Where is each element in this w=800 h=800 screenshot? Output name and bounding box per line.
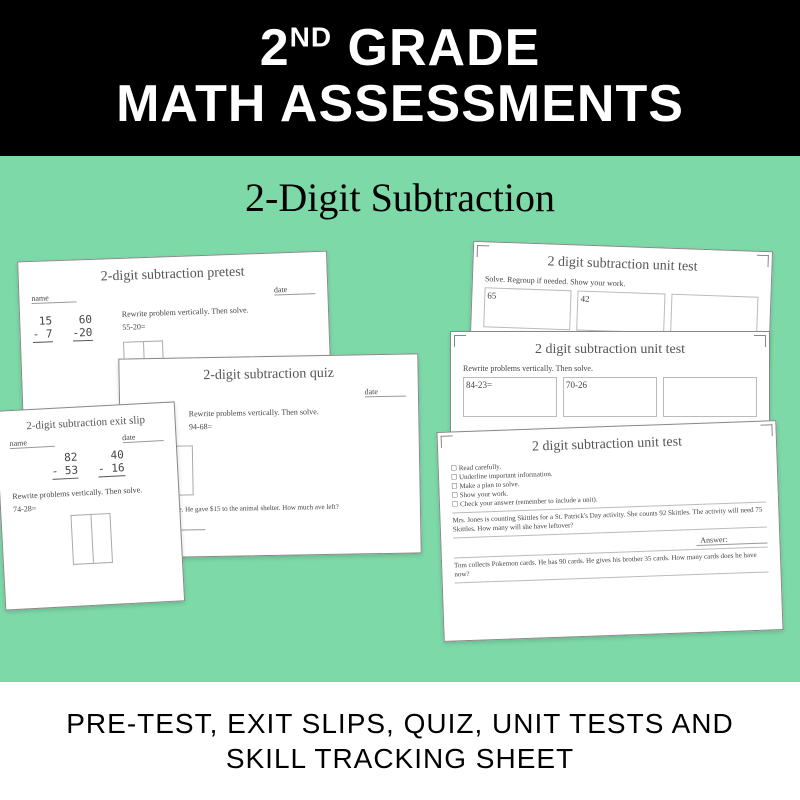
instruction-text: Rewrite problems vertically. Then solve. (189, 407, 319, 418)
date-label: date (274, 284, 316, 295)
header-banner: 2ND GRADE MATH ASSESSMENTS (0, 0, 800, 156)
instruction-text: Rewrite problems vertically. Then solve. (463, 364, 757, 373)
inline-problem: 55-20= (122, 318, 249, 331)
sheet-meta: name date (9, 431, 163, 448)
grade-ordinal: ND (290, 22, 332, 53)
date-label: date (364, 387, 405, 398)
worksheet-collage: 2-digit subtraction pretest name date 15… (0, 236, 800, 682)
footer-line-2: SKILL TRACKING SHEET (20, 741, 780, 776)
sheet-exit-slip: 2-digit subtraction exit slip name date … (0, 401, 185, 610)
grade-word: GRADE (332, 19, 540, 77)
sheet-meta: date (132, 387, 406, 401)
checklist: Read carefully. Underline important info… (451, 454, 766, 509)
sheet-title: 2-digit subtraction quiz (131, 365, 405, 386)
sheet-title: 2-digit subtraction exit slip (8, 413, 162, 433)
product-cover: 2ND GRADE MATH ASSESSMENTS 2-Digit Subtr… (0, 0, 800, 800)
date-label: date (122, 431, 164, 443)
footer-banner: PRE-TEST, EXIT SLIPS, QUIZ, UNIT TESTS A… (0, 682, 800, 800)
name-label: name (31, 292, 77, 304)
work-box (70, 513, 113, 565)
sheet-title: 2 digit subtraction unit test (463, 342, 757, 358)
inline-problem: 94-68= (189, 420, 319, 431)
sheet-unit-test-3: 2 digit subtraction unit test Read caref… (436, 420, 783, 642)
subtitle: 2-Digit Subtraction (0, 156, 800, 229)
name-label: name (9, 437, 55, 449)
problem-grid: 65 42 (483, 287, 758, 337)
word-problem-1: Mrs. Jones is counting Skittles for a St… (452, 502, 767, 539)
grade-number: 2 (260, 19, 290, 77)
word-problem-2: Tom collects Pokemon cards. He has 90 ca… (454, 547, 769, 584)
problem-set: 15- 7 60-20 (32, 313, 95, 397)
middle-panel: 2-Digit Subtraction 2-digit subtraction … (0, 156, 800, 682)
header-line-2: MATH ASSESSMENTS (10, 74, 790, 134)
sheet-title: 2-digit subtraction pretest (31, 262, 315, 288)
problem-grid: 84-23= 70-26 (463, 377, 757, 417)
sheet-title: 2 digit subtraction unit test (485, 252, 759, 278)
instruction-text: Rewrite problem vertically. Then solve. (122, 305, 249, 318)
header-line-1: 2ND GRADE (10, 18, 790, 78)
footer-line-1: PRE-TEST, EXIT SLIPS, QUIZ, UNIT TESTS A… (20, 706, 780, 741)
